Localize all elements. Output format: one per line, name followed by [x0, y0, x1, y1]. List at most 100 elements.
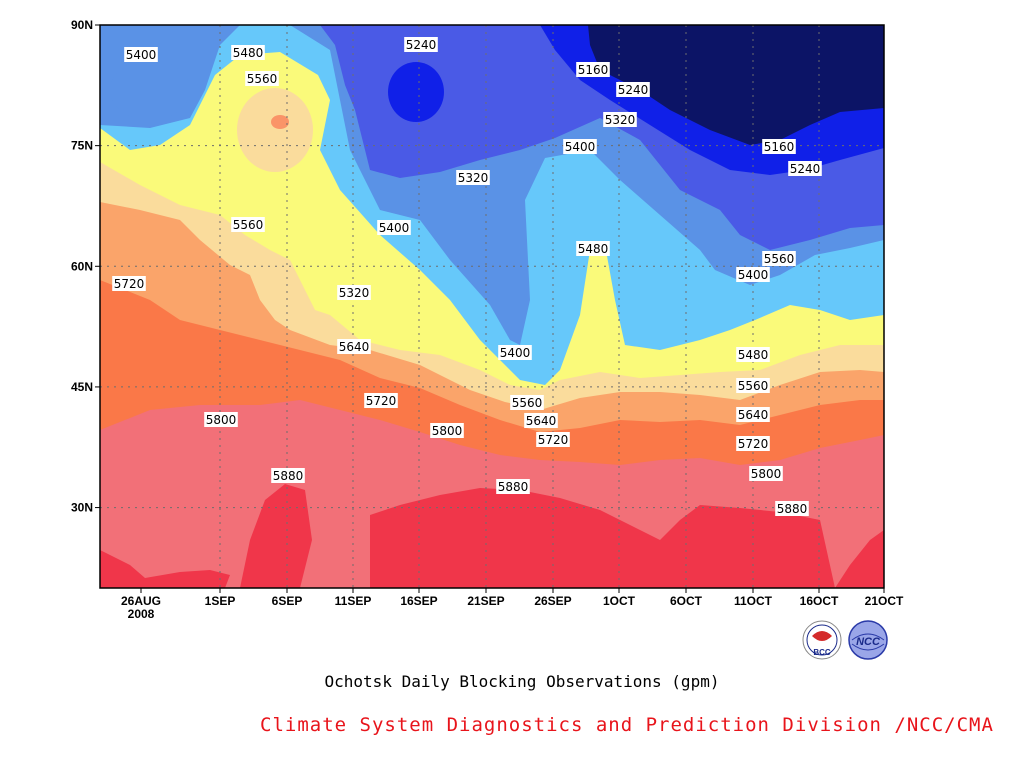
contour-label-text: 5720 [538, 433, 569, 447]
x-tick-label: 26SEP [534, 594, 571, 608]
contour-label-text: 5640 [738, 408, 769, 422]
contour-label: 5320 [337, 285, 371, 300]
x-tick-label: 26AUG [121, 594, 161, 608]
contour-label: 5320 [603, 112, 637, 127]
x-tick-year: 2008 [128, 607, 155, 621]
bcc-logo-text: BCC [813, 648, 831, 657]
contour-label: 5400 [498, 345, 532, 360]
contour-label-text: 5640 [526, 414, 557, 428]
plot-area [100, 25, 884, 588]
contour-label-text: 5560 [247, 72, 278, 86]
contour-label-text: 5160 [764, 140, 795, 154]
x-tick-label: 11OCT [734, 594, 773, 608]
contour-label-text: 5800 [751, 467, 782, 481]
contour-label: 5800 [204, 412, 238, 427]
contour-label: 5480 [231, 45, 265, 60]
contour-label-text: 5480 [738, 348, 769, 362]
contour-label: 5480 [736, 347, 770, 362]
contour-label-text: 5400 [126, 48, 157, 62]
ncc-logo: NCC [846, 618, 890, 662]
contour-label-text: 5400 [565, 140, 596, 154]
contour-label: 5400 [377, 220, 411, 235]
band-fill-5400-cell [110, 60, 190, 120]
credit-line: Climate System Diagnostics and Predictio… [260, 714, 994, 736]
chart-title: Ochotsk Daily Blocking Observations (gpm… [324, 672, 720, 691]
contour-label-text: 5800 [432, 424, 463, 438]
band-fill-5880-corner [100, 550, 230, 588]
y-axis: 30N 45N 60N 75N 90N [71, 18, 100, 515]
contour-label: 5240 [404, 37, 438, 52]
contour-label: 5560 [510, 395, 544, 410]
contour-label-text: 5400 [379, 221, 410, 235]
contour-label-text: 5880 [498, 480, 529, 494]
x-axis: 26AUG 1SEP 6SEP 11SEP 16SEP 21SEP 26SEP 1OCT 6OC… [121, 588, 904, 621]
contour-label: 5640 [524, 413, 558, 428]
ncc-logo-text: NCC [856, 636, 881, 648]
contour-label: 5720 [536, 432, 570, 447]
contour-label-text: 5240 [406, 38, 437, 52]
contour-label: 5320 [456, 170, 490, 185]
contour-label: 5400 [563, 139, 597, 154]
plot-frame [99, 24, 885, 589]
band-fill-5160-cell [388, 62, 444, 122]
contour-label-text: 5320 [458, 171, 489, 185]
contour-label-text: 5720 [366, 394, 397, 408]
contour-label-text: 5480 [233, 46, 264, 60]
contour-label: 5880 [271, 468, 305, 483]
y-tick-label: 90N [71, 18, 93, 32]
contour-label-text: 5800 [206, 413, 237, 427]
x-tick-label: 11SEP [335, 594, 372, 608]
x-tick-label: 6SEP [272, 594, 303, 608]
contour-label: 5640 [736, 407, 770, 422]
contour-label: 5560 [736, 378, 770, 393]
bcc-logo: BCC [802, 620, 842, 660]
x-tick-label: 1SEP [205, 594, 236, 608]
contour-label: 5720 [736, 436, 770, 451]
y-tick-label: 60N [71, 259, 93, 273]
band-fill-5640-cell2 [271, 115, 289, 129]
x-tick-label: 21SEP [467, 594, 504, 608]
contour-label-text: 5560 [512, 396, 543, 410]
contour-label-text: 5400 [738, 268, 769, 282]
contour-label: 5160 [762, 139, 796, 154]
contour-label: 5480 [576, 241, 610, 256]
contour-label: 5560 [762, 251, 796, 266]
x-tick-label: 1OCT [603, 594, 636, 608]
y-tick-label: 45N [71, 380, 93, 394]
contour-label: 5400 [736, 267, 770, 282]
contour-label-layer: 5400 5480 5560 5240 5160 5240 5320 5400 5320 5160… [112, 37, 822, 516]
contour-label-text: 5560 [764, 252, 795, 266]
contour-label: 5800 [749, 466, 783, 481]
contour-label-text: 5320 [605, 113, 636, 127]
contour-label: 5720 [112, 276, 146, 291]
contour-label: 5800 [430, 423, 464, 438]
contour-label: 5560 [245, 71, 279, 86]
x-tick-label: 16SEP [400, 594, 437, 608]
contour-label-text: 5480 [578, 242, 609, 256]
x-tick-label: 21OCT [865, 594, 904, 608]
grid-lines [100, 25, 884, 588]
band-fill-5880-right [370, 488, 835, 588]
contour-label: 5160 [576, 62, 610, 77]
band-fill-5880-br [835, 530, 884, 588]
contour-label-text: 5560 [233, 218, 264, 232]
contour-label: 5880 [496, 479, 530, 494]
x-tick-label: 6OCT [670, 594, 703, 608]
contour-label-text: 5400 [500, 346, 531, 360]
band-fill-5560-cell [237, 88, 313, 172]
contour-label-text: 5720 [114, 277, 145, 291]
contour-label: 5880 [775, 501, 809, 516]
contour-label-text: 5160 [578, 63, 609, 77]
contour-label: 5240 [788, 161, 822, 176]
contour-label-text: 5880 [273, 469, 304, 483]
contour-label: 5720 [364, 393, 398, 408]
y-tick-label: 30N [71, 501, 93, 515]
band-fill-5880-left [240, 484, 312, 588]
x-tick-label: 16OCT [800, 594, 839, 608]
contour-label-text: 5640 [339, 340, 370, 354]
contour-label-text: 5560 [738, 379, 769, 393]
contour-label-text: 5720 [738, 437, 769, 451]
contour-label-text: 5240 [618, 83, 649, 97]
contour-label: 5560 [231, 217, 265, 232]
contour-label: 5400 [124, 47, 158, 62]
